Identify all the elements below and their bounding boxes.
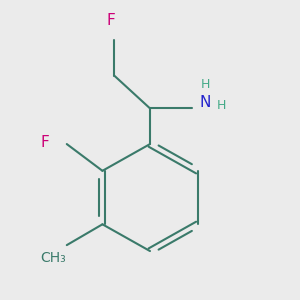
Text: CH₃: CH₃	[40, 251, 66, 266]
Text: F: F	[107, 13, 116, 28]
Text: N: N	[199, 95, 211, 110]
Text: H: H	[200, 78, 210, 91]
Text: F: F	[40, 135, 49, 150]
Text: H: H	[217, 99, 226, 112]
